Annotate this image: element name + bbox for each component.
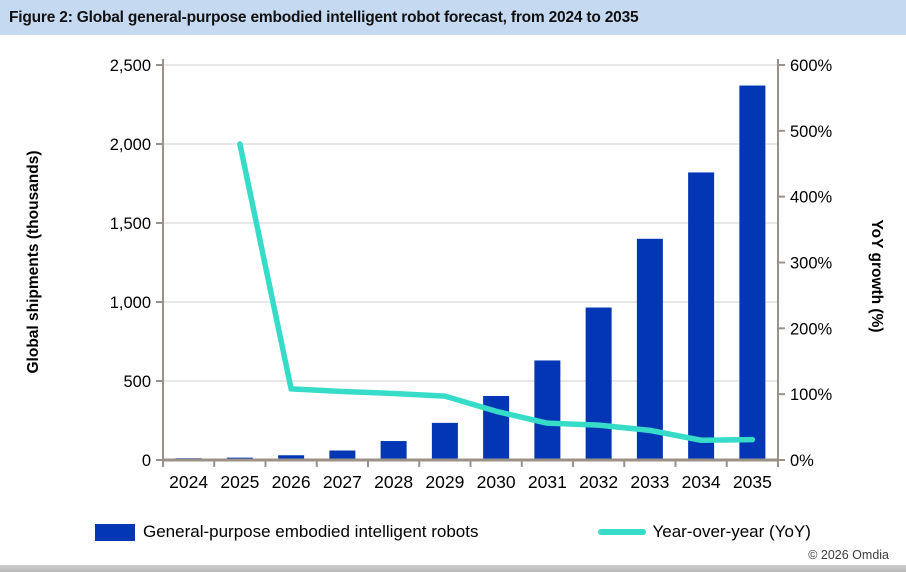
legend-item-yoy: Year-over-year (YoY) [598, 522, 811, 542]
bar-2029 [431, 422, 458, 460]
bar-2030 [483, 396, 510, 460]
svg-text:600%: 600% [790, 57, 833, 75]
bar-2028 [380, 441, 407, 460]
left-axis-title: Global shipments (thousands) [25, 150, 42, 373]
x-label-2025: 2025 [220, 472, 259, 492]
x-label-2024: 2024 [169, 472, 208, 492]
x-label-2030: 2030 [477, 472, 516, 492]
bar-2032 [585, 307, 612, 460]
right-axis-title: YoY growth (%) [868, 219, 885, 332]
x-label-2028: 2028 [374, 472, 413, 492]
svg-text:500%: 500% [790, 123, 833, 141]
legend-label-yoy: Year-over-year (YoY) [652, 522, 811, 541]
x-label-2035: 2035 [733, 472, 772, 492]
yoy-line [237, 141, 756, 443]
line-series-swatch [598, 529, 647, 535]
x-label-2033: 2033 [630, 472, 669, 492]
chart-legend: General-purpose embodied intelligent rob… [95, 519, 855, 545]
bottom-divider [0, 565, 906, 572]
svg-text:400%: 400% [790, 189, 833, 207]
svg-text:2,000: 2,000 [110, 136, 151, 154]
figure-title-bar: Figure 2: Global general-purpose embodie… [0, 0, 906, 35]
bar-2026 [278, 455, 305, 460]
bar-2031 [534, 360, 561, 460]
svg-text:500: 500 [123, 373, 151, 391]
svg-text:2,500: 2,500 [110, 57, 151, 75]
svg-text:1,000: 1,000 [110, 294, 151, 312]
bar-2033 [636, 238, 663, 460]
svg-text:0: 0 [142, 452, 151, 470]
x-label-2032: 2032 [579, 472, 618, 492]
figure-title: Figure 2: Global general-purpose embodie… [9, 8, 639, 26]
bar-series-swatch [95, 523, 135, 541]
bar-2034 [688, 172, 715, 460]
svg-text:1,500: 1,500 [110, 215, 151, 233]
svg-text:100%: 100% [790, 386, 833, 404]
bar-2027 [329, 450, 356, 460]
legend-item-shipments: General-purpose embodied intelligent rob… [95, 522, 478, 542]
x-label-2031: 2031 [528, 472, 567, 492]
x-label-2029: 2029 [425, 472, 464, 492]
x-label-2034: 2034 [682, 472, 721, 492]
copyright-note: © 2026 Omdia [808, 548, 889, 562]
legend-label-shipments: General-purpose embodied intelligent rob… [143, 522, 479, 541]
svg-text:0%: 0% [790, 452, 814, 470]
x-label-2026: 2026 [272, 472, 311, 492]
chart-canvas: 0 500 1,000 1,500 2,000 2,500 0% 100% 200% 300% 40… [25, 57, 885, 492]
svg-text:300%: 300% [790, 255, 833, 273]
bar-2035 [739, 85, 766, 460]
x-label-2027: 2027 [323, 472, 362, 492]
svg-text:200%: 200% [790, 320, 833, 338]
